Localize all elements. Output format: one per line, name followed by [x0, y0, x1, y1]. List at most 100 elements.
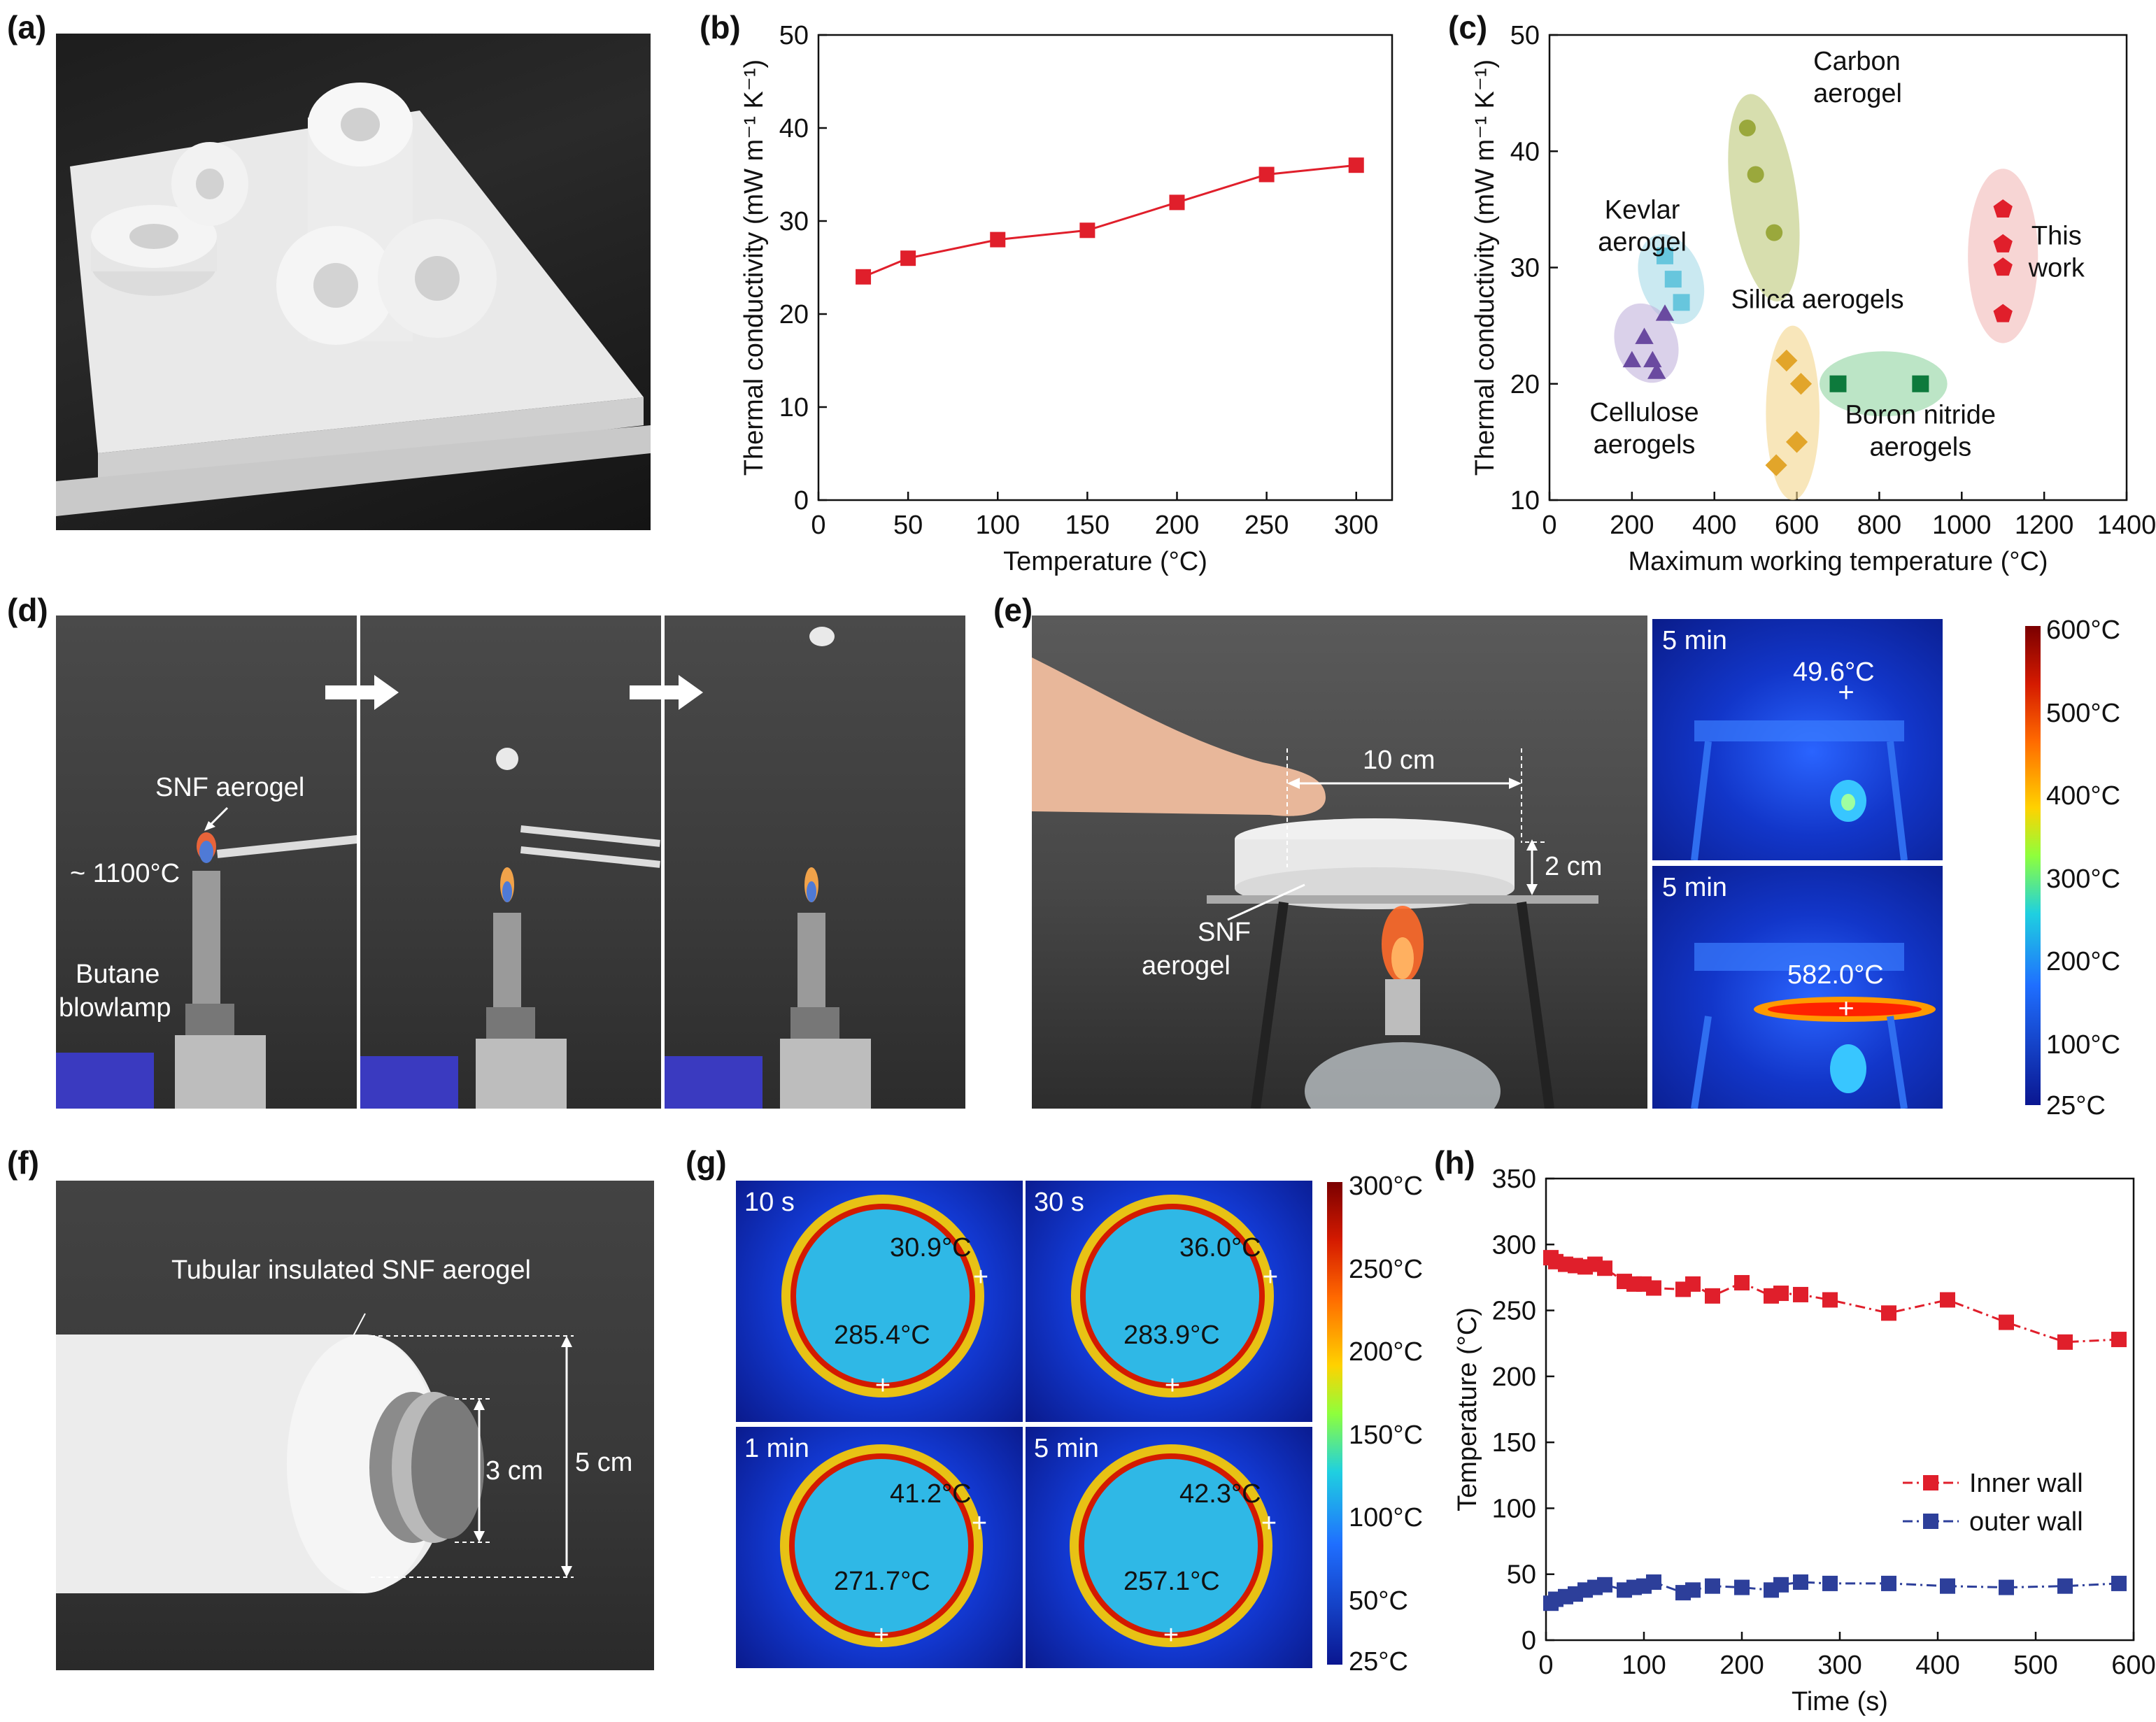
data-point: [1597, 1260, 1612, 1276]
colorbar-tick-label: 25°C: [2046, 1091, 2106, 1120]
group-label: aerogels: [1594, 430, 1696, 460]
x-tick-label: 300: [1334, 511, 1378, 540]
svg-text:+: +: [1263, 1262, 1278, 1292]
dimension-outer-label: 5 cm: [575, 1448, 633, 1477]
data-point: [2057, 1578, 2073, 1594]
x-tick-label: 250: [1244, 511, 1289, 540]
data-point: [1622, 350, 1642, 368]
x-tick-label: 800: [1857, 511, 1901, 540]
y-tick-label: 150: [1492, 1428, 1536, 1458]
data-point: [1773, 1577, 1789, 1593]
data-point: [1169, 194, 1185, 211]
chart-c-conductivity-vs-max-temperature: 0 200 400 600 800 1000 1200 1400 10 20 30 40 50 Maxim…: [1470, 21, 2156, 576]
group-label: Boron nitride: [1845, 400, 1996, 429]
x-tick-label: 500: [2013, 1651, 2057, 1680]
colorbar-tick-label: 100°C: [1349, 1503, 1424, 1533]
group-label: Cellulose: [1589, 398, 1698, 427]
legend-marker: [1923, 1475, 1938, 1490]
y-tick-label: 0: [794, 486, 809, 515]
thermal-frame-outer-temp: 42.3°C: [1179, 1479, 1261, 1509]
group-label: Carbon: [1813, 47, 1901, 76]
thermal-top-temperature: 49.6°C: [1793, 657, 1875, 687]
colorbar-tick-label: 500°C: [2046, 698, 2121, 728]
data-point: [1822, 1575, 1838, 1591]
data-point: [1738, 120, 1756, 136]
thermal-frame-time: 30 s: [1034, 1188, 1084, 1217]
panel-label-e: (e): [993, 592, 1033, 628]
annotation-snf-1: SNF: [1198, 918, 1251, 947]
dimension-width-label: 10 cm: [1363, 746, 1435, 775]
panel-label-c: (c): [1448, 9, 1488, 45]
data-point: [1734, 1274, 1750, 1290]
svg-text:+: +: [1838, 677, 1854, 708]
x-tick-label: 1400: [2097, 511, 2156, 540]
x-tick-label: 150: [1065, 511, 1109, 540]
thermal-bottom-time: 5 min: [1662, 873, 1727, 902]
data-point: [1793, 1574, 1808, 1591]
annotation-butane-2: blowlamp: [59, 993, 171, 1023]
svg-text:+: +: [1838, 993, 1854, 1024]
thermal-frame-outer-temp: 36.0°C: [1179, 1233, 1261, 1262]
data-point: [1775, 349, 1798, 372]
thermal-frame: + +: [1026, 1427, 1312, 1668]
annotation-flame-temperature: ~ 1100°C: [70, 859, 180, 888]
x-tick-label: 200: [1155, 511, 1199, 540]
y-tick-label: 30: [779, 207, 809, 236]
data-point: [1685, 1582, 1701, 1598]
group-label: aerogels: [1869, 432, 1971, 462]
data-point: [990, 232, 1006, 248]
y-tick-label: 50: [1510, 21, 1540, 50]
data-point: [1993, 257, 2013, 276]
data-point: [1773, 1286, 1789, 1302]
thermal-frame-inner-temp: 283.9°C: [1123, 1321, 1220, 1350]
y-tick-label: 10: [1510, 486, 1540, 515]
data-point: [1705, 1288, 1720, 1304]
series-line: [863, 164, 1356, 278]
annotation-snf-aerogel: SNF aerogel: [155, 773, 305, 802]
data-point: [1635, 327, 1654, 344]
colorbar-tick-label: 25°C: [1349, 1647, 1408, 1677]
colorbar-tick-label: 150°C: [1349, 1420, 1424, 1450]
y-tick-label: 20: [1510, 370, 1540, 399]
data-point: [1705, 1578, 1720, 1594]
chart-h-temperature-vs-time: 0 100 200 300 400 500 600 0 50 100 150 200 250 300 350…: [1453, 1165, 2156, 1716]
svg-text:+: +: [1261, 1509, 1277, 1538]
x-axis-label: Temperature (°C): [1003, 547, 1207, 576]
thermal-frame: + +: [736, 1427, 1023, 1668]
data-point: [1940, 1578, 1955, 1594]
y-tick-label: 10: [779, 393, 809, 422]
data-point: [2111, 1332, 2127, 1348]
annotation-snf-2: aerogel: [1142, 951, 1231, 981]
group-ellipse: [1819, 351, 1948, 417]
svg-text:+: +: [1163, 1621, 1179, 1650]
thermal-frame: + +: [1026, 1181, 1312, 1422]
x-axis-label: Maximum working temperature (°C): [1628, 547, 2048, 576]
colorbar-tick-label: 300°C: [1349, 1172, 1424, 1201]
group-ellipse: [1766, 325, 1820, 500]
data-point: [1881, 1305, 1896, 1321]
y-axis-label: Thermal conductivity (mW m⁻¹ K⁻¹): [739, 59, 769, 476]
data-point: [1766, 224, 1783, 241]
group-label: work: [2028, 253, 2085, 283]
colorbar-g: [1327, 1182, 1342, 1665]
x-tick-label: 600: [2111, 1651, 2155, 1680]
legend-label: Inner wall: [1969, 1469, 2083, 1498]
data-point: [1999, 1314, 2014, 1330]
colorbar-tick-label: 600°C: [2046, 615, 2121, 645]
group-label: Kevlar: [1605, 196, 1680, 225]
panel-label-a: (a): [7, 9, 47, 45]
y-tick-label: 40: [1510, 137, 1540, 166]
x-tick-label: 1000: [1932, 511, 1992, 540]
data-point: [1785, 431, 1808, 453]
data-point: [1822, 1292, 1838, 1308]
y-tick-label: 350: [1492, 1165, 1536, 1194]
data-point: [1646, 1280, 1661, 1296]
y-tick-label: 0: [1522, 1626, 1536, 1656]
aerogel-products-illustration: [56, 83, 651, 516]
thermal-top-time: 5 min: [1662, 626, 1727, 655]
data-point: [1646, 1574, 1661, 1591]
data-point: [1829, 375, 1847, 392]
data-point: [1258, 166, 1275, 183]
hand-on-aerogel-photo: [1032, 615, 1647, 1109]
x-tick-label: 200: [1610, 511, 1654, 540]
